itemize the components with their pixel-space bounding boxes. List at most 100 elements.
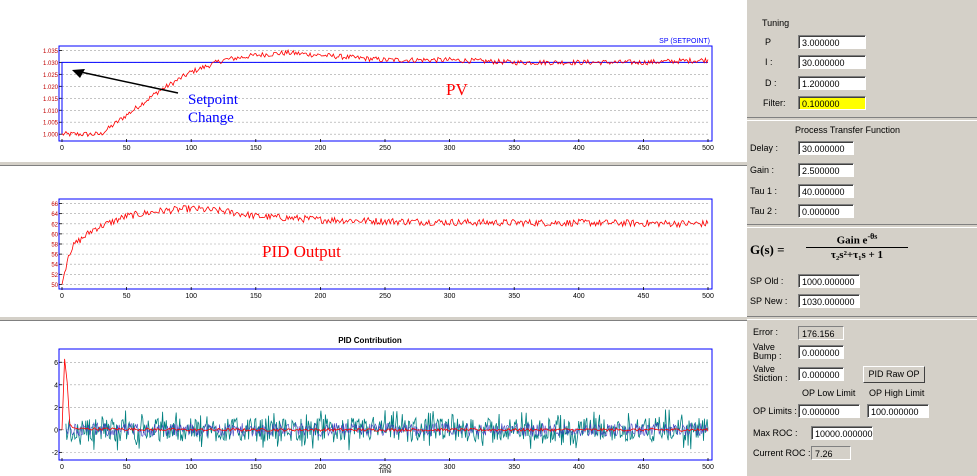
gain-field[interactable]: 2.500000 [798, 163, 854, 177]
output-xtick-label: 450 [638, 293, 650, 300]
contribution-ytick-label: 4 [54, 382, 58, 389]
pv-ytick-label: 1.030 [43, 61, 59, 67]
error-label: Error : [753, 327, 779, 337]
output-xtick-label: 250 [379, 293, 391, 300]
pv-xtick-label: 100 [185, 145, 197, 152]
contribution-xtick-label: 350 [508, 464, 520, 471]
pid-raw-op-button[interactable]: PID Raw OP [863, 366, 925, 383]
transfer-function-formula: G(s) = Gain e-θs τ₂s²+τ₁s + 1 [750, 232, 930, 266]
output-xtick-label: 50 [123, 293, 131, 300]
setpoint-arrow [75, 70, 179, 94]
pv-ytick-label: 1.025 [43, 73, 59, 79]
output-xtick-label: 150 [250, 293, 262, 300]
op-high-limit-field[interactable]: 100.000000 [867, 404, 929, 418]
pv-plot-frame [58, 45, 713, 142]
valve-bump-label: Valve Bump : [753, 342, 782, 361]
output-xtick-label: 0 [60, 293, 64, 300]
contribution-ytick-label: 6 [54, 360, 58, 367]
contribution-xtick-label: 200 [315, 464, 327, 471]
pv-ytick-label: 1.005 [43, 121, 59, 127]
tau2-label: Tau 2 : [750, 206, 778, 216]
pid-output-annotation: PID Output [262, 242, 341, 261]
pv-xtick-label: 350 [508, 145, 520, 152]
formula-exponent: -θs [867, 232, 878, 241]
output-ytick-label: 50 [51, 283, 58, 289]
pv-ytick-label: 1.035 [43, 49, 59, 55]
contribution-ytick-label: 0 [54, 427, 58, 434]
output-xtick-label: 300 [444, 293, 456, 300]
contribution-ytick-label: -2 [52, 450, 58, 457]
tuning-title: Tuning [762, 18, 790, 28]
formula-fraction-bar [806, 247, 908, 248]
valve-bump-field[interactable]: 0.000000 [798, 345, 844, 359]
gain-label: Gain : [750, 165, 775, 175]
tau2-field[interactable]: 0.000000 [798, 204, 854, 218]
p-field[interactable]: 3.000000 [798, 35, 866, 49]
valve-stiction-field[interactable]: 0.000000 [798, 367, 844, 381]
pv-xtick-label: 250 [379, 145, 391, 152]
current-roc-value: 7.26 [811, 446, 851, 460]
op-limits-label: OP Limits : [753, 406, 797, 416]
formula-num-text: Gain e [836, 234, 868, 247]
op-high-limit-label: OP High Limit [869, 388, 925, 398]
ptf-title: Process Transfer Function [795, 125, 901, 135]
op-low-limit-field[interactable]: 0.000000 [798, 404, 860, 418]
contribution-plot-frame [58, 348, 713, 461]
i-field[interactable]: 30.000000 [798, 55, 866, 69]
contribution-red-line [61, 358, 709, 432]
sp-new-field[interactable]: 1030.000000 [798, 294, 860, 308]
pv-xtick-label: 400 [573, 145, 585, 152]
d-label: D : [765, 78, 777, 88]
output-xtick-label: 100 [185, 293, 197, 300]
pv-xtick-label: 150 [250, 145, 262, 152]
contribution-xtick-label: 500 [702, 464, 714, 471]
output-xtick-label: 350 [508, 293, 520, 300]
contribution-xtick-label: 400 [573, 464, 585, 471]
contribution-xtick-label: 0 [60, 464, 64, 471]
sp-old-label: SP Old : [750, 276, 784, 286]
delay-field[interactable]: 30.000000 [798, 141, 854, 155]
contribution-xtick-label: 300 [444, 464, 456, 471]
contribution-xtick-label: 150 [250, 464, 262, 471]
max-roc-field[interactable]: 10000.000000 [811, 426, 873, 440]
panel-separator-2 [747, 224, 977, 228]
delay-label: Delay : [750, 143, 779, 153]
pv-line [61, 48, 709, 138]
output-ytick-label: 64 [51, 212, 58, 218]
filter-field[interactable]: 0.100000 [798, 96, 866, 110]
d-field[interactable]: 1.200000 [798, 76, 866, 90]
contribution-title: PID Contribution [338, 336, 402, 345]
panel-separator-1 [747, 117, 977, 121]
chart-divider-2 [0, 316, 747, 321]
pv-ytick-label: 1.020 [43, 85, 59, 91]
pv-chart: SP (SETPOINT) 1.035 1.030 1.025 1.020 1.015 1… [43, 38, 714, 152]
output-ytick-label: 56 [51, 253, 58, 259]
setpoint-annotation-line1: Setpoint [188, 92, 239, 108]
contribution-ytick-label: 2 [54, 405, 58, 412]
setpoint-arrowhead [72, 69, 85, 78]
output-ytick-label: 58 [51, 243, 58, 249]
pv-xtick-label: 0 [60, 145, 64, 152]
tau1-field[interactable]: 40.000000 [798, 184, 854, 198]
sp-old-field[interactable]: 1000.000000 [798, 274, 860, 288]
control-panel: Tuning P 3.000000 I : 30.000000 D : 1.20… [747, 0, 977, 476]
pv-annotation: PV [446, 80, 468, 99]
output-ytick-label: 54 [51, 263, 58, 269]
pv-ytick-label: 1.010 [43, 109, 59, 115]
op-low-limit-label: OP Low Limit [802, 388, 856, 398]
contribution-xtick-label: 250 [379, 464, 391, 471]
formula-lhs: G(s) = [750, 242, 785, 257]
current-roc-label: Current ROC : [753, 448, 811, 458]
output-ytick-label: 62 [51, 222, 58, 228]
output-ytick-label: 52 [51, 273, 58, 279]
output-xtick-label: 400 [573, 293, 585, 300]
contribution-xtick-label: 50 [123, 464, 131, 471]
chart-divider-1 [0, 161, 747, 166]
pv-xtick-label: 450 [638, 145, 650, 152]
max-roc-label: Max ROC : [753, 428, 798, 438]
valve-stiction-label: Valve Stiction : [753, 364, 788, 383]
pv-xtick-label: 200 [315, 145, 327, 152]
output-ytick-label: 66 [51, 202, 58, 208]
